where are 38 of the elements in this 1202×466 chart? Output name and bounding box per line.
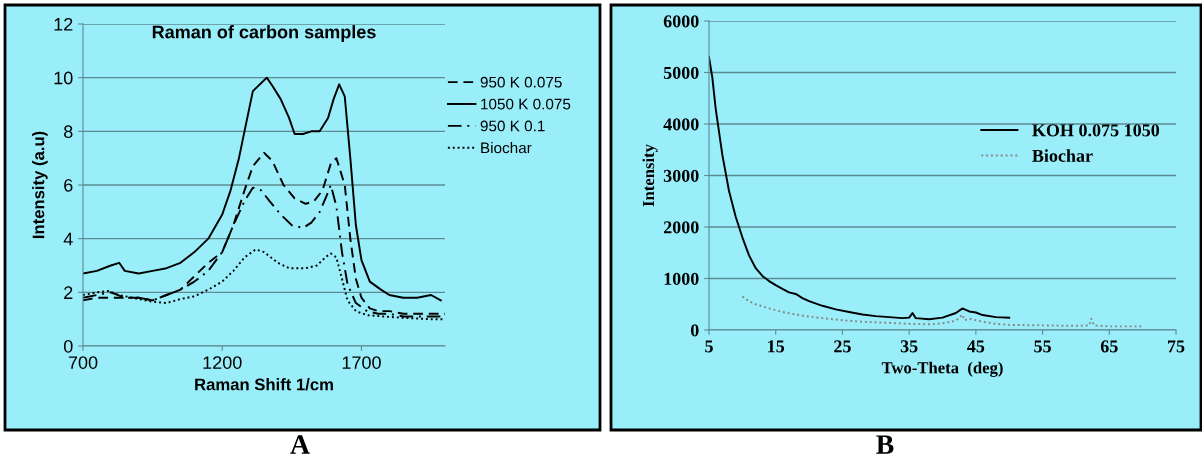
y-tick-label: 2 <box>64 286 73 299</box>
x-tick-label: 15 <box>768 340 785 353</box>
y-tick-label: 1000 <box>664 272 699 285</box>
x-tick-label: 1700 <box>342 356 381 369</box>
y-tick-label: 3000 <box>663 169 699 182</box>
y-tick-label: 12 <box>54 17 73 31</box>
y-tick-label: 10 <box>54 71 73 85</box>
legend-label: KOH 0.075 1050 <box>1032 124 1160 137</box>
legend-label: Biochar <box>481 142 532 154</box>
x-tick-label: 1200 <box>203 356 242 369</box>
y-tick-label: 6000 <box>663 15 699 28</box>
legend-label: 950 K 0.075 <box>480 76 562 88</box>
y-tick-label: 0 <box>690 324 699 337</box>
y-tick-label: 8 <box>64 125 73 139</box>
y-tick-label: 5000 <box>663 66 699 79</box>
legend-label: Biochar <box>1032 149 1093 162</box>
x-axis-title: Raman Shift 1/cm <box>195 378 333 391</box>
x-tick-label: 45 <box>967 340 985 353</box>
y-axis-title: Intensity (a.u) <box>32 131 48 239</box>
chart-title: Raman of carbon samples <box>152 25 376 42</box>
y-tick-label: 0 <box>63 339 73 353</box>
y-tick-label: 4000 <box>663 118 699 131</box>
x-axis-title: Two-Theta (deg) <box>881 361 1003 377</box>
x-tick-label: 75 <box>1168 340 1185 353</box>
text: B <box>876 435 894 454</box>
x-tick-label: 5 <box>705 340 713 353</box>
y-tick-label: 6 <box>64 178 73 192</box>
text: A <box>290 435 310 454</box>
y-tick-label: 4 <box>63 232 73 246</box>
x-tick-label: 25 <box>834 340 851 353</box>
y-axis-title: Intensity <box>642 144 658 207</box>
y-tick-label: 2000 <box>663 221 699 234</box>
x-tick-label: 65 <box>1100 340 1118 353</box>
legend-label: 1050 K 0.075 <box>481 98 571 110</box>
x-tick-label: 35 <box>900 340 918 353</box>
x-tick-label: 55 <box>1034 340 1051 353</box>
legend-label: 950 K 0.1 <box>480 120 545 132</box>
x-tick-label: 700 <box>68 356 98 369</box>
